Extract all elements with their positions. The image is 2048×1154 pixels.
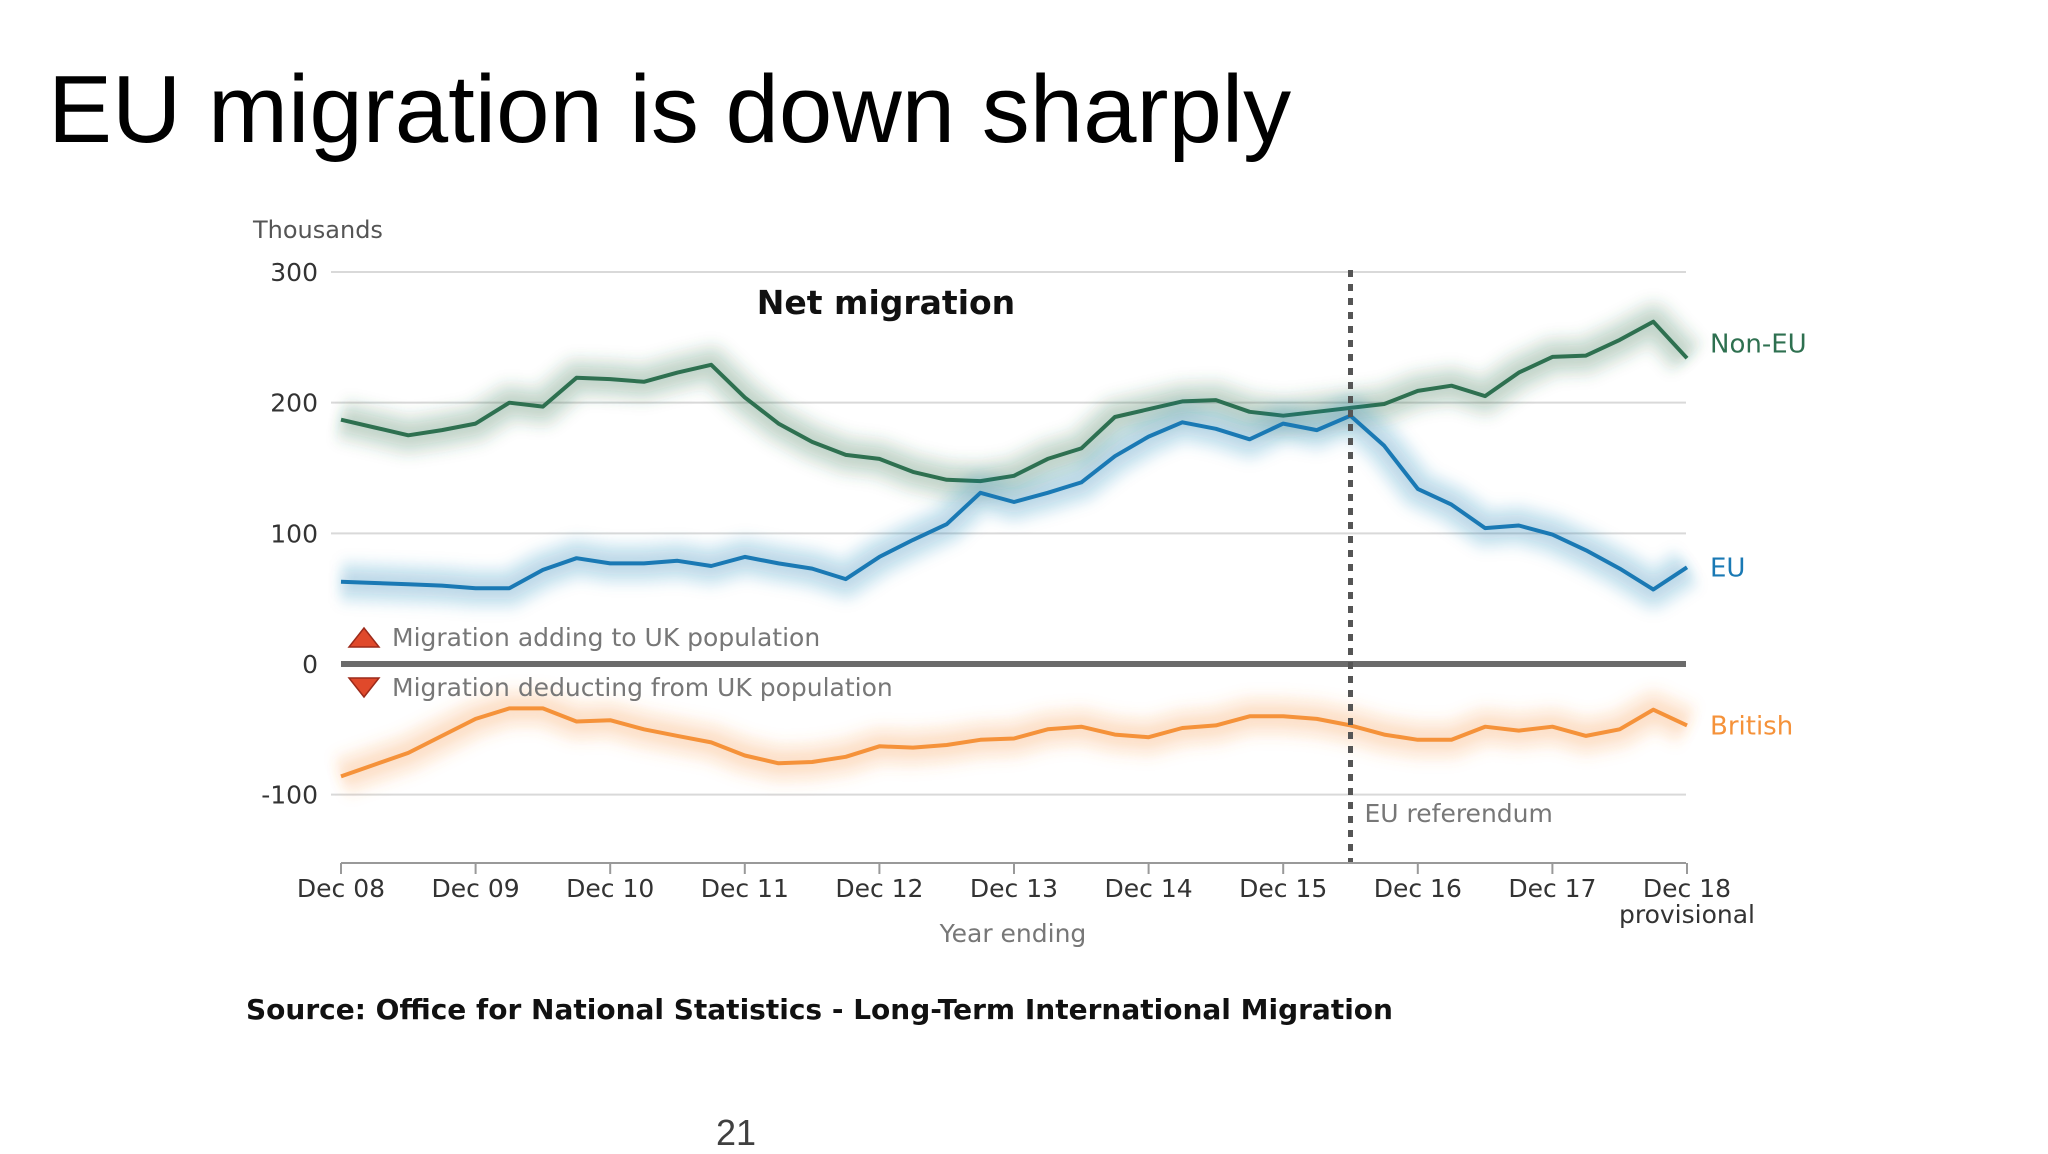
triangle-down-icon	[347, 677, 381, 699]
x-tick-label: Dec 12	[835, 874, 923, 903]
x-tick-label: Dec 14	[1105, 874, 1193, 903]
series-lines: Non-EU EU British	[333, 299, 1807, 798]
y-tick-label: 200	[270, 389, 318, 418]
tick-labels: 300 200 100 0 -100 Dec 08 Dec 09 Dec 10 Dec 11 De…	[261, 258, 1731, 903]
series-label: Non-EU	[1710, 329, 1807, 359]
series-line	[340, 413, 1689, 592]
y-tick-label: 0	[302, 650, 318, 679]
adding-label: Migration adding to UK population	[392, 623, 820, 652]
referendum-label: EU referendum	[1365, 799, 1553, 828]
x-tick-label: Dec 13	[970, 874, 1058, 903]
x-tick-label: Dec 16	[1374, 874, 1462, 903]
series-label: British	[1710, 711, 1793, 741]
x-axis-title: Year ending	[939, 919, 1087, 948]
y-tick-label: 100	[270, 519, 318, 548]
y-tick-label: 300	[270, 258, 318, 287]
x-tick-label: Dec 17	[1508, 874, 1596, 903]
x-tick-note-provisional: provisional	[1619, 900, 1755, 929]
page-number: 21	[716, 1112, 757, 1153]
deducting-label: Migration deducting from UK population	[392, 673, 893, 702]
series-line	[340, 706, 1688, 779]
triangle-up-icon	[347, 626, 381, 648]
x-tick-label: Dec 08	[297, 874, 385, 903]
series-label: EU	[1710, 553, 1745, 583]
x-tick-label: Dec 11	[701, 874, 789, 903]
slide-title: EU migration is down sharply	[48, 56, 1292, 163]
x-tick-label: Dec 09	[432, 874, 520, 903]
y-tick-label: -100	[261, 781, 318, 810]
source-note: Source: Office for National Statistics -…	[246, 993, 1393, 1026]
x-tick-label: Dec 15	[1239, 874, 1327, 903]
x-tick-label: Dec 18	[1643, 874, 1731, 903]
y-axis-unit-label: Thousands	[252, 216, 383, 244]
series-line	[340, 319, 1689, 484]
chart-title: Net migration	[757, 283, 1015, 322]
x-tick-label: Dec 10	[566, 874, 654, 903]
